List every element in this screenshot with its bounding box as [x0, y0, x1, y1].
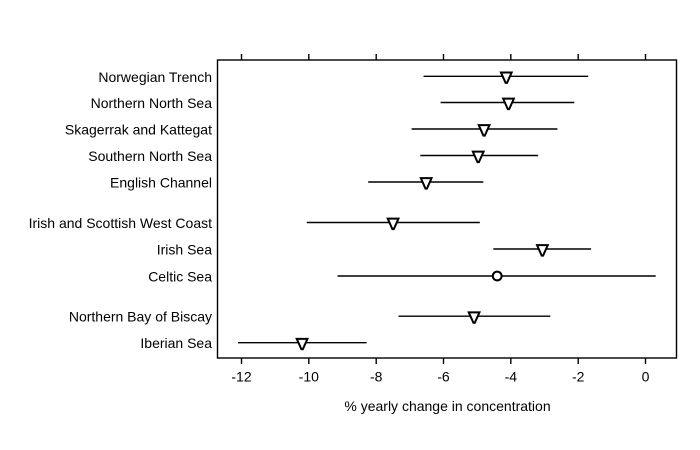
- svg-text:Norwegian Trench: Norwegian Trench: [98, 69, 212, 85]
- svg-text:Irish and Scottish West Coast: Irish and Scottish West Coast: [29, 215, 212, 231]
- svg-text:-10: -10: [299, 369, 319, 385]
- svg-text:-6: -6: [437, 369, 450, 385]
- svg-text:Southern North Sea: Southern North Sea: [88, 148, 212, 164]
- svg-text:Skagerrak and Kattegat: Skagerrak and Kattegat: [65, 122, 212, 138]
- svg-text:Northern North Sea: Northern North Sea: [91, 95, 213, 111]
- svg-text:Irish Sea: Irish Sea: [157, 242, 212, 258]
- svg-text:Iberian Sea: Iberian Sea: [140, 335, 212, 351]
- svg-text:Celtic Sea: Celtic Sea: [148, 269, 212, 285]
- svg-text:% yearly change in concentrati: % yearly change in concentration: [344, 398, 550, 414]
- svg-text:-4: -4: [505, 369, 518, 385]
- svg-text:Northern Bay of Biscay: Northern Bay of Biscay: [69, 309, 212, 325]
- svg-text:-2: -2: [572, 369, 585, 385]
- svg-text:0: 0: [642, 369, 650, 385]
- svg-text:-12: -12: [231, 369, 251, 385]
- svg-text:-8: -8: [370, 369, 383, 385]
- svg-text:English Channel: English Channel: [110, 175, 212, 191]
